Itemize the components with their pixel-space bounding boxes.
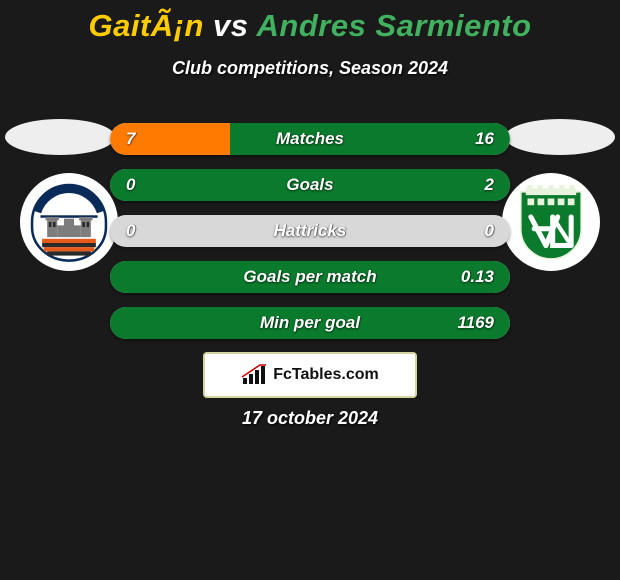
bar-fill-right xyxy=(230,123,510,155)
comparison-card: GaitÃ¡n vs Andres Sarmiento Club competi… xyxy=(0,0,620,580)
stat-label: Min per goal xyxy=(260,313,360,333)
stat-value-right: 2 xyxy=(485,175,494,195)
page-title: GaitÃ¡n vs Andres Sarmiento xyxy=(0,0,620,44)
subtitle: Club competitions, Season 2024 xyxy=(0,58,620,79)
stat-label: Goals xyxy=(286,175,333,195)
stat-bar: 0.13 Goals per match xyxy=(110,261,510,293)
brand-chart-icon xyxy=(241,364,267,386)
stat-label: Goals per match xyxy=(243,267,376,287)
stat-bar: 7 16 Matches xyxy=(110,123,510,155)
stat-value-right: 0.13 xyxy=(461,267,494,287)
stat-value-left: 7 xyxy=(126,129,135,149)
stat-label: Hattricks xyxy=(274,221,347,241)
stat-bar: 1169 Min per goal xyxy=(110,307,510,339)
stat-bars: 7 16 Matches 0 2 Goals 0 0 Hattricks 0.13 Goals pe… xyxy=(0,123,620,339)
vs-word: vs xyxy=(213,8,248,43)
stat-value-left: 0 xyxy=(126,175,135,195)
stat-label: Matches xyxy=(276,129,344,149)
player2-name: Andres Sarmiento xyxy=(257,8,532,43)
date-text: 17 october 2024 xyxy=(0,408,620,429)
stat-value-right: 16 xyxy=(475,129,494,149)
stat-value-right: 1169 xyxy=(457,313,494,333)
stat-value-left: 0 xyxy=(126,221,135,241)
stat-value-right: 0 xyxy=(485,221,494,241)
player1-name: GaitÃ¡n xyxy=(88,8,203,43)
stat-bar: 0 0 Hattricks xyxy=(110,215,510,247)
brand-text: FcTables.com xyxy=(273,366,379,384)
stat-bar: 0 2 Goals xyxy=(110,169,510,201)
brand-badge: FcTables.com xyxy=(203,352,417,398)
